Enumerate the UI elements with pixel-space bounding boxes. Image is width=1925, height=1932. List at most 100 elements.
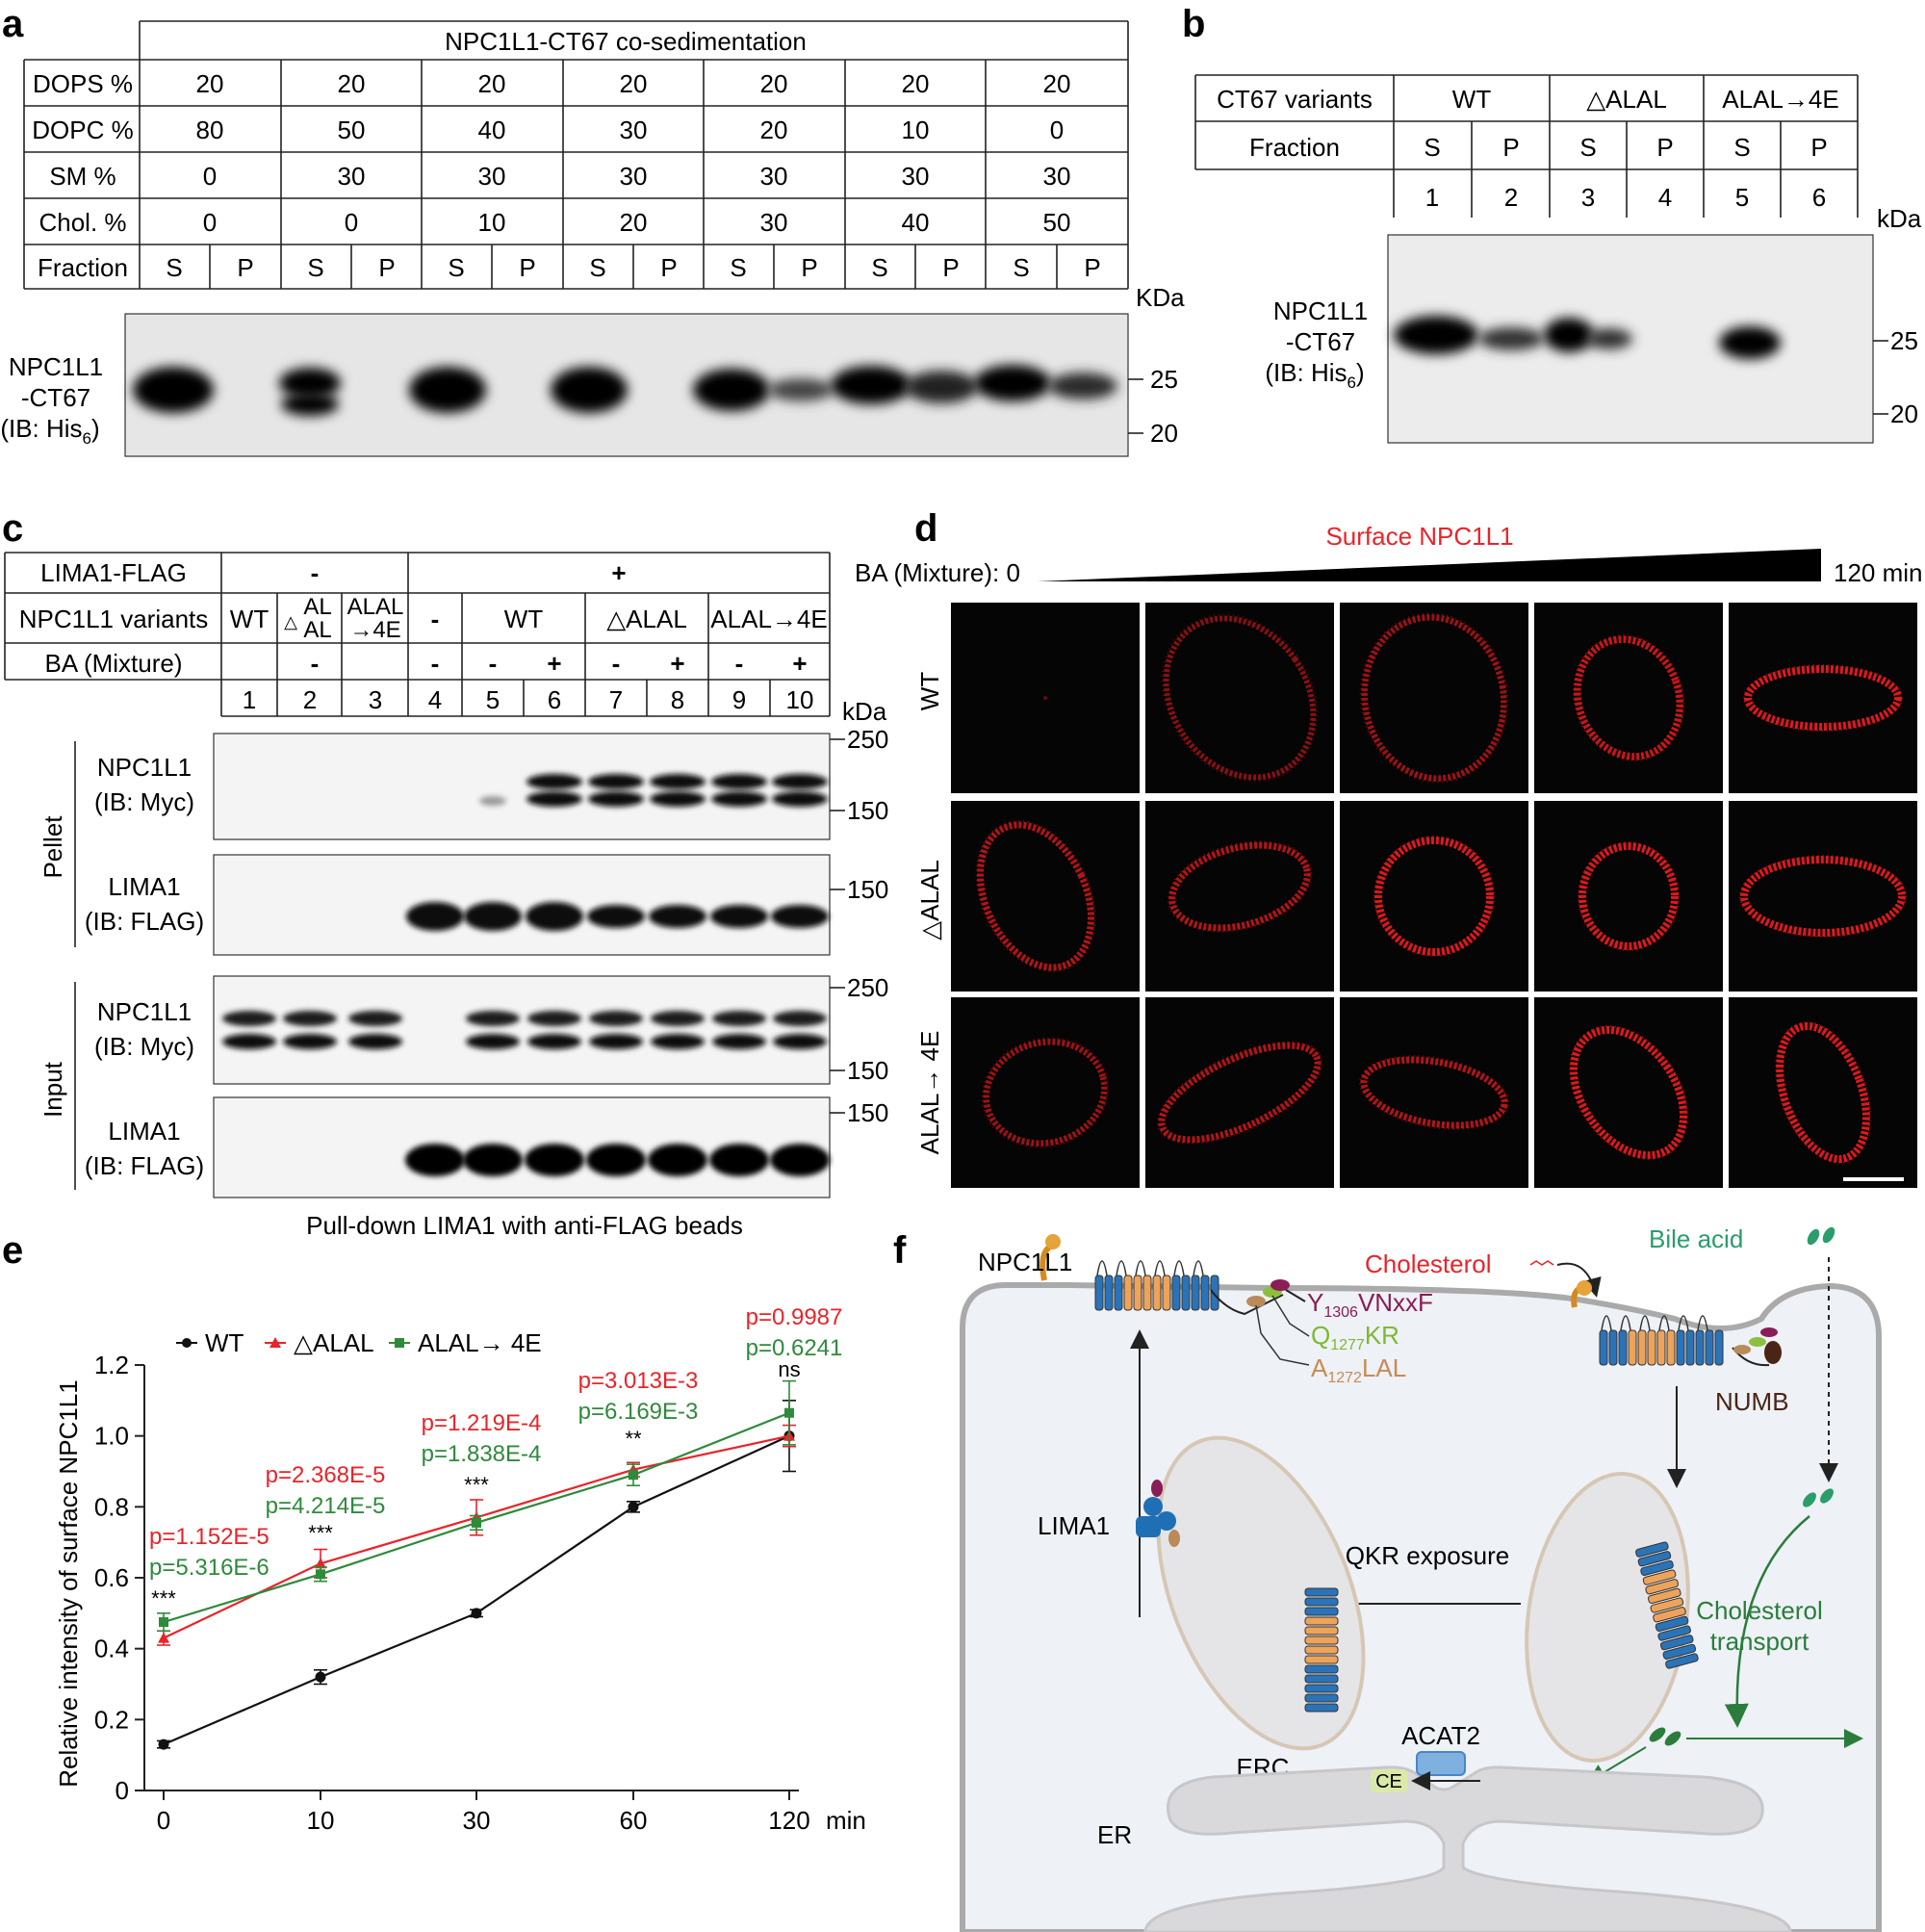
- cell-membrane-signal: [1359, 612, 1509, 784]
- ce-badge: [1371, 1769, 1407, 1792]
- fraction-cell: S: [1424, 133, 1440, 162]
- tm-helix: [1685, 1329, 1695, 1366]
- tm-helix: [1304, 1616, 1339, 1626]
- row-label-wt: WT: [915, 672, 944, 711]
- blot-label: NPC1L1: [97, 753, 192, 782]
- panel-b-bands: [1394, 316, 1781, 359]
- cell-membrane-signal: [1157, 1041, 1322, 1145]
- ba-cell: +: [547, 649, 561, 678]
- blot-band: [905, 371, 978, 403]
- panel-a: a NPC1L1-CT67 co-s: [0, 3, 1185, 457]
- micrograph-panel: [1340, 801, 1528, 992]
- tm-helix: [1210, 1275, 1219, 1311]
- lane-number: 10: [786, 685, 814, 714]
- label-numb: NUMB: [1715, 1387, 1789, 1416]
- panel-d-micrographs: [951, 603, 1917, 1188]
- label-acat2: ACAT2: [1401, 1721, 1480, 1750]
- tm-helix: [1647, 1329, 1656, 1366]
- tm-helix: [1650, 1597, 1684, 1613]
- blot-band: [712, 1034, 766, 1049]
- lane-number: 2: [303, 685, 317, 714]
- panel-c-variant-4e-l1: ALAL: [347, 594, 404, 620]
- bile-acid-molecule: [1649, 1727, 1666, 1742]
- tm-helix: [1133, 1275, 1142, 1311]
- blot-band: [650, 791, 706, 807]
- cell-membrane-signal: [983, 1039, 1108, 1146]
- blot-band: [1478, 327, 1544, 350]
- p-value-green: p=0.6241: [746, 1335, 843, 1361]
- cell-membrane-signal: [1167, 840, 1313, 933]
- ba-gradient-wedge: [1038, 549, 1821, 581]
- row-label-chol: Chol. %: [38, 208, 126, 237]
- motif-yvnxxf: Y1306VNxxF: [1307, 1288, 1433, 1321]
- panel-b-cells: S 1 P 2 S 3 P 4 S 5 P 6: [1424, 133, 1827, 212]
- blot-band: [406, 902, 464, 931]
- motif-alal: A1272LAL: [1311, 1353, 1406, 1386]
- panel-b-variant-dalal: △ALAL: [1586, 85, 1667, 114]
- blot-pellet-lima1: [213, 854, 831, 956]
- tm-helix: [1705, 1329, 1714, 1366]
- p-value-red: p=1.152E-5: [149, 1524, 270, 1550]
- blot-label: (IB: Myc): [94, 1032, 194, 1061]
- panel-a-mw-25: 25: [1150, 365, 1178, 394]
- significance-mark: ***: [151, 1586, 176, 1610]
- table-cell: 20: [478, 69, 506, 98]
- label-ce: CE: [1375, 1771, 1402, 1792]
- blot-band: [527, 1034, 581, 1049]
- blot-band: [466, 1011, 520, 1026]
- panel-b-variant-wt: WT: [1452, 85, 1492, 114]
- row-label-sm: SM %: [49, 162, 116, 191]
- bile-acid-molecule: [1803, 1492, 1816, 1507]
- panel-a-letter: a: [2, 3, 24, 45]
- cell-membrane-signal: [981, 1037, 1110, 1148]
- mw-label: 250: [847, 725, 888, 754]
- panel-c-label-variants: NPC1L1 variants: [19, 605, 209, 633]
- tm-helix: [1640, 1559, 1674, 1577]
- legend-label-wt: WT: [205, 1328, 244, 1357]
- blot-band: [281, 393, 339, 416]
- blot-band: [405, 1144, 465, 1176]
- x-tick-label: 0: [157, 1806, 170, 1835]
- fraction-p: P: [237, 253, 253, 282]
- tm-loop: [1173, 1260, 1185, 1276]
- tm-helix: [1304, 1664, 1339, 1674]
- y-tick-label: 0.4: [94, 1635, 129, 1663]
- panel-f: f NPC1L1 Y1306VNxxF Q1277KR A1272LAL Cho…: [893, 1224, 1882, 1932]
- panel-b-unit: kDa: [1877, 204, 1922, 233]
- cell-membrane-signal: [1572, 634, 1685, 761]
- tm-helix: [1676, 1329, 1685, 1366]
- tm-helix: [1304, 1655, 1339, 1664]
- tm-helix: [1304, 1597, 1339, 1607]
- blot-band: [466, 1034, 520, 1049]
- panel-d-letter: d: [914, 507, 937, 550]
- blot-label-line1: NPC1L1: [9, 352, 103, 381]
- x-tick-label: 60: [620, 1806, 648, 1835]
- tm-helix: [1655, 1615, 1689, 1632]
- blot-band: [479, 796, 506, 806]
- panel-c-unit: kDa: [842, 697, 887, 726]
- data-point: [472, 1517, 481, 1528]
- label-lima1: LIMA1: [1038, 1511, 1110, 1540]
- table-cell: 0: [203, 208, 217, 237]
- panel-c-variant-minus: -: [431, 605, 440, 633]
- y-tick-label: 0: [116, 1776, 129, 1805]
- table-cell: 40: [902, 208, 930, 237]
- panel-c-caption: Pull-down LIMA1 with anti-FLAG beads: [306, 1211, 743, 1240]
- lane-number: 5: [486, 685, 500, 714]
- table-cell: 10: [478, 208, 506, 237]
- blot-band: [279, 368, 341, 399]
- data-point: [629, 1470, 638, 1481]
- cell-membrane-signal: [1043, 696, 1047, 700]
- mw-label: 150: [847, 796, 888, 825]
- blot-band: [770, 1144, 830, 1176]
- blot-band: [464, 902, 522, 931]
- panel-b-letter: b: [1182, 3, 1205, 45]
- legend-label-dalal: △ALAL: [294, 1328, 374, 1357]
- blot-band: [1394, 316, 1478, 354]
- fraction-s: S: [448, 253, 464, 282]
- micrograph-panel: [1534, 603, 1723, 793]
- label-qkr-exposure: QKR exposure: [1346, 1541, 1510, 1570]
- cell-membrane-signal: [1161, 613, 1319, 783]
- blot-band: [1048, 373, 1117, 399]
- panel-c-variant-dalal2: △ALAL: [606, 605, 687, 633]
